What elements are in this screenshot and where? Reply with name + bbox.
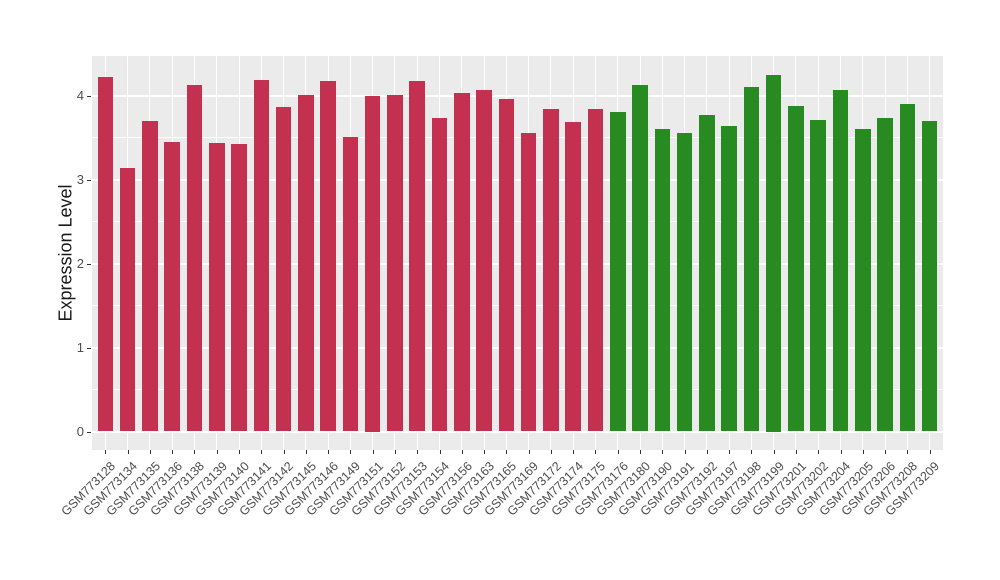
- x-tick-mark: [305, 450, 307, 454]
- x-tick-mark: [929, 450, 931, 454]
- gridline-minor-horizontal: [92, 221, 943, 222]
- x-tick-mark: [595, 450, 597, 454]
- bar: [298, 94, 314, 432]
- x-tick-mark: [818, 450, 820, 454]
- bar: [810, 119, 827, 432]
- x-tick-mark: [239, 450, 241, 454]
- y-tick-label: 4: [76, 88, 84, 103]
- x-tick-mark: [350, 450, 352, 454]
- bar: [609, 112, 626, 432]
- bar: [275, 107, 292, 432]
- bar: [342, 136, 359, 432]
- bar: [765, 74, 782, 432]
- x-tick-mark: [907, 450, 909, 454]
- bar: [208, 143, 225, 432]
- bar: [164, 141, 180, 432]
- x-tick-mark: [394, 450, 396, 454]
- x-tick-mark: [862, 450, 864, 454]
- x-tick-mark: [372, 450, 374, 454]
- bar: [788, 106, 804, 432]
- y-tick-label: 0: [76, 424, 84, 439]
- bar: [231, 144, 247, 432]
- x-tick-mark: [283, 450, 285, 454]
- bar: [899, 103, 916, 432]
- gridline-major-horizontal: [92, 262, 943, 265]
- bar: [119, 167, 136, 432]
- x-tick-mark: [795, 450, 797, 454]
- x-tick-mark: [662, 450, 664, 454]
- gridline-major-horizontal: [92, 178, 943, 181]
- x-tick-mark: [194, 450, 196, 454]
- bar: [565, 121, 581, 432]
- gridline-major-horizontal: [92, 346, 943, 349]
- y-tick-mark: [87, 263, 91, 265]
- x-tick-mark: [172, 450, 174, 454]
- plot-panel: [92, 56, 943, 450]
- bar: [743, 87, 760, 432]
- x-tick-mark: [706, 450, 708, 454]
- x-tick-mark: [573, 450, 575, 454]
- x-tick-mark: [484, 450, 486, 454]
- bar: [832, 90, 849, 432]
- bar: [320, 81, 336, 432]
- y-axis-title: Expression Level: [55, 184, 76, 322]
- bar: [632, 84, 648, 432]
- x-tick-mark: [328, 450, 330, 454]
- bar: [699, 114, 715, 432]
- x-tick-mark: [261, 450, 263, 454]
- bar: [142, 120, 158, 432]
- bar: [721, 125, 737, 432]
- bar: [877, 118, 893, 432]
- bar: [676, 133, 693, 432]
- bar: [253, 80, 270, 432]
- y-tick-mark: [87, 347, 91, 349]
- x-tick-mark: [216, 450, 218, 454]
- gridline-minor-horizontal: [92, 389, 943, 390]
- gridline-minor-horizontal: [92, 137, 943, 138]
- x-tick-mark: [840, 450, 842, 454]
- x-tick-mark: [506, 450, 508, 454]
- y-tick-mark: [87, 95, 91, 97]
- x-tick-mark: [439, 450, 441, 454]
- y-tick-label: 3: [76, 172, 84, 187]
- bar: [543, 108, 559, 432]
- bar: [921, 120, 938, 432]
- x-tick-mark: [461, 450, 463, 454]
- bar: [387, 94, 403, 432]
- bar: [186, 84, 203, 432]
- x-tick-mark: [105, 450, 107, 454]
- x-tick-mark: [751, 450, 753, 454]
- bar: [97, 77, 114, 432]
- x-tick-mark: [729, 450, 731, 454]
- bar: [498, 98, 515, 432]
- bar: [409, 81, 426, 432]
- bar: [364, 95, 381, 432]
- x-tick-mark: [417, 450, 419, 454]
- x-tick-mark: [885, 450, 887, 454]
- x-tick-mark: [149, 450, 151, 454]
- bar: [476, 89, 492, 432]
- bar: [454, 92, 470, 432]
- bar: [855, 129, 871, 432]
- y-tick-mark: [87, 431, 91, 433]
- gridline-major-horizontal: [92, 94, 943, 97]
- y-tick-mark: [87, 179, 91, 181]
- x-tick-mark: [528, 450, 530, 454]
- y-tick-label: 2: [76, 256, 84, 271]
- x-tick-mark: [773, 450, 775, 454]
- bar: [587, 108, 604, 432]
- x-tick-mark: [550, 450, 552, 454]
- x-tick-mark: [617, 450, 619, 454]
- y-tick-label: 1: [76, 340, 84, 355]
- bar: [654, 129, 671, 432]
- gridline-major-horizontal: [92, 430, 943, 433]
- bar: [520, 133, 537, 432]
- x-tick-mark: [127, 450, 129, 454]
- bar: [431, 118, 448, 432]
- x-tick-mark: [684, 450, 686, 454]
- gridline-minor-horizontal: [92, 305, 943, 306]
- x-tick-mark: [640, 450, 642, 454]
